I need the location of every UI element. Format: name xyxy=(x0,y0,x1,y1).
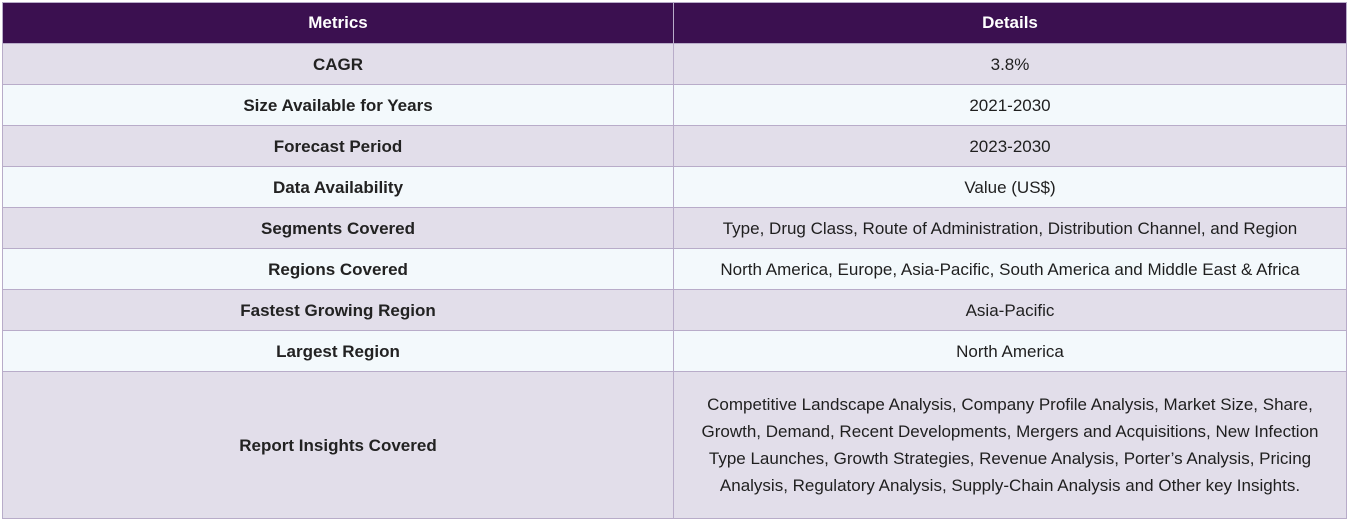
detail-cell: Type, Drug Class, Route of Administratio… xyxy=(673,207,1347,249)
header-details: Details xyxy=(673,2,1347,44)
table-row: Report Insights Covered Competitive Land… xyxy=(2,371,1347,519)
metric-cell: Regions Covered xyxy=(2,248,674,290)
table-row: Size Available for Years 2021-2030 xyxy=(2,84,1347,126)
header-metrics: Metrics xyxy=(2,2,674,44)
table-row: Forecast Period 2023-2030 xyxy=(2,125,1347,167)
metric-cell: Size Available for Years xyxy=(2,84,674,126)
table-row: Largest Region North America xyxy=(2,330,1347,372)
detail-cell: North America xyxy=(673,330,1347,372)
metric-cell: Report Insights Covered xyxy=(2,371,674,519)
metric-cell: Largest Region xyxy=(2,330,674,372)
metric-cell: Forecast Period xyxy=(2,125,674,167)
detail-cell: North America, Europe, Asia-Pacific, Sou… xyxy=(673,248,1347,290)
metric-cell: CAGR xyxy=(2,43,674,85)
detail-cell: 2023-2030 xyxy=(673,125,1347,167)
metrics-table-container: Metrics Details CAGR 3.8% Size Available… xyxy=(2,2,1347,519)
table-header-row: Metrics Details xyxy=(2,2,1347,44)
metric-cell: Data Availability xyxy=(2,166,674,208)
table-row: Regions Covered North America, Europe, A… xyxy=(2,248,1347,290)
detail-cell: Competitive Landscape Analysis, Company … xyxy=(673,371,1347,519)
detail-cell: Value (US$) xyxy=(673,166,1347,208)
detail-cell: 3.8% xyxy=(673,43,1347,85)
detail-cell: 2021-2030 xyxy=(673,84,1347,126)
metric-cell: Segments Covered xyxy=(2,207,674,249)
detail-cell: Asia-Pacific xyxy=(673,289,1347,331)
table-row: Segments Covered Type, Drug Class, Route… xyxy=(2,207,1347,249)
table-row: Data Availability Value (US$) xyxy=(2,166,1347,208)
table-row: Fastest Growing Region Asia-Pacific xyxy=(2,289,1347,331)
table-row: CAGR 3.8% xyxy=(2,43,1347,85)
metric-cell: Fastest Growing Region xyxy=(2,289,674,331)
metrics-table: Metrics Details CAGR 3.8% Size Available… xyxy=(2,2,1347,519)
